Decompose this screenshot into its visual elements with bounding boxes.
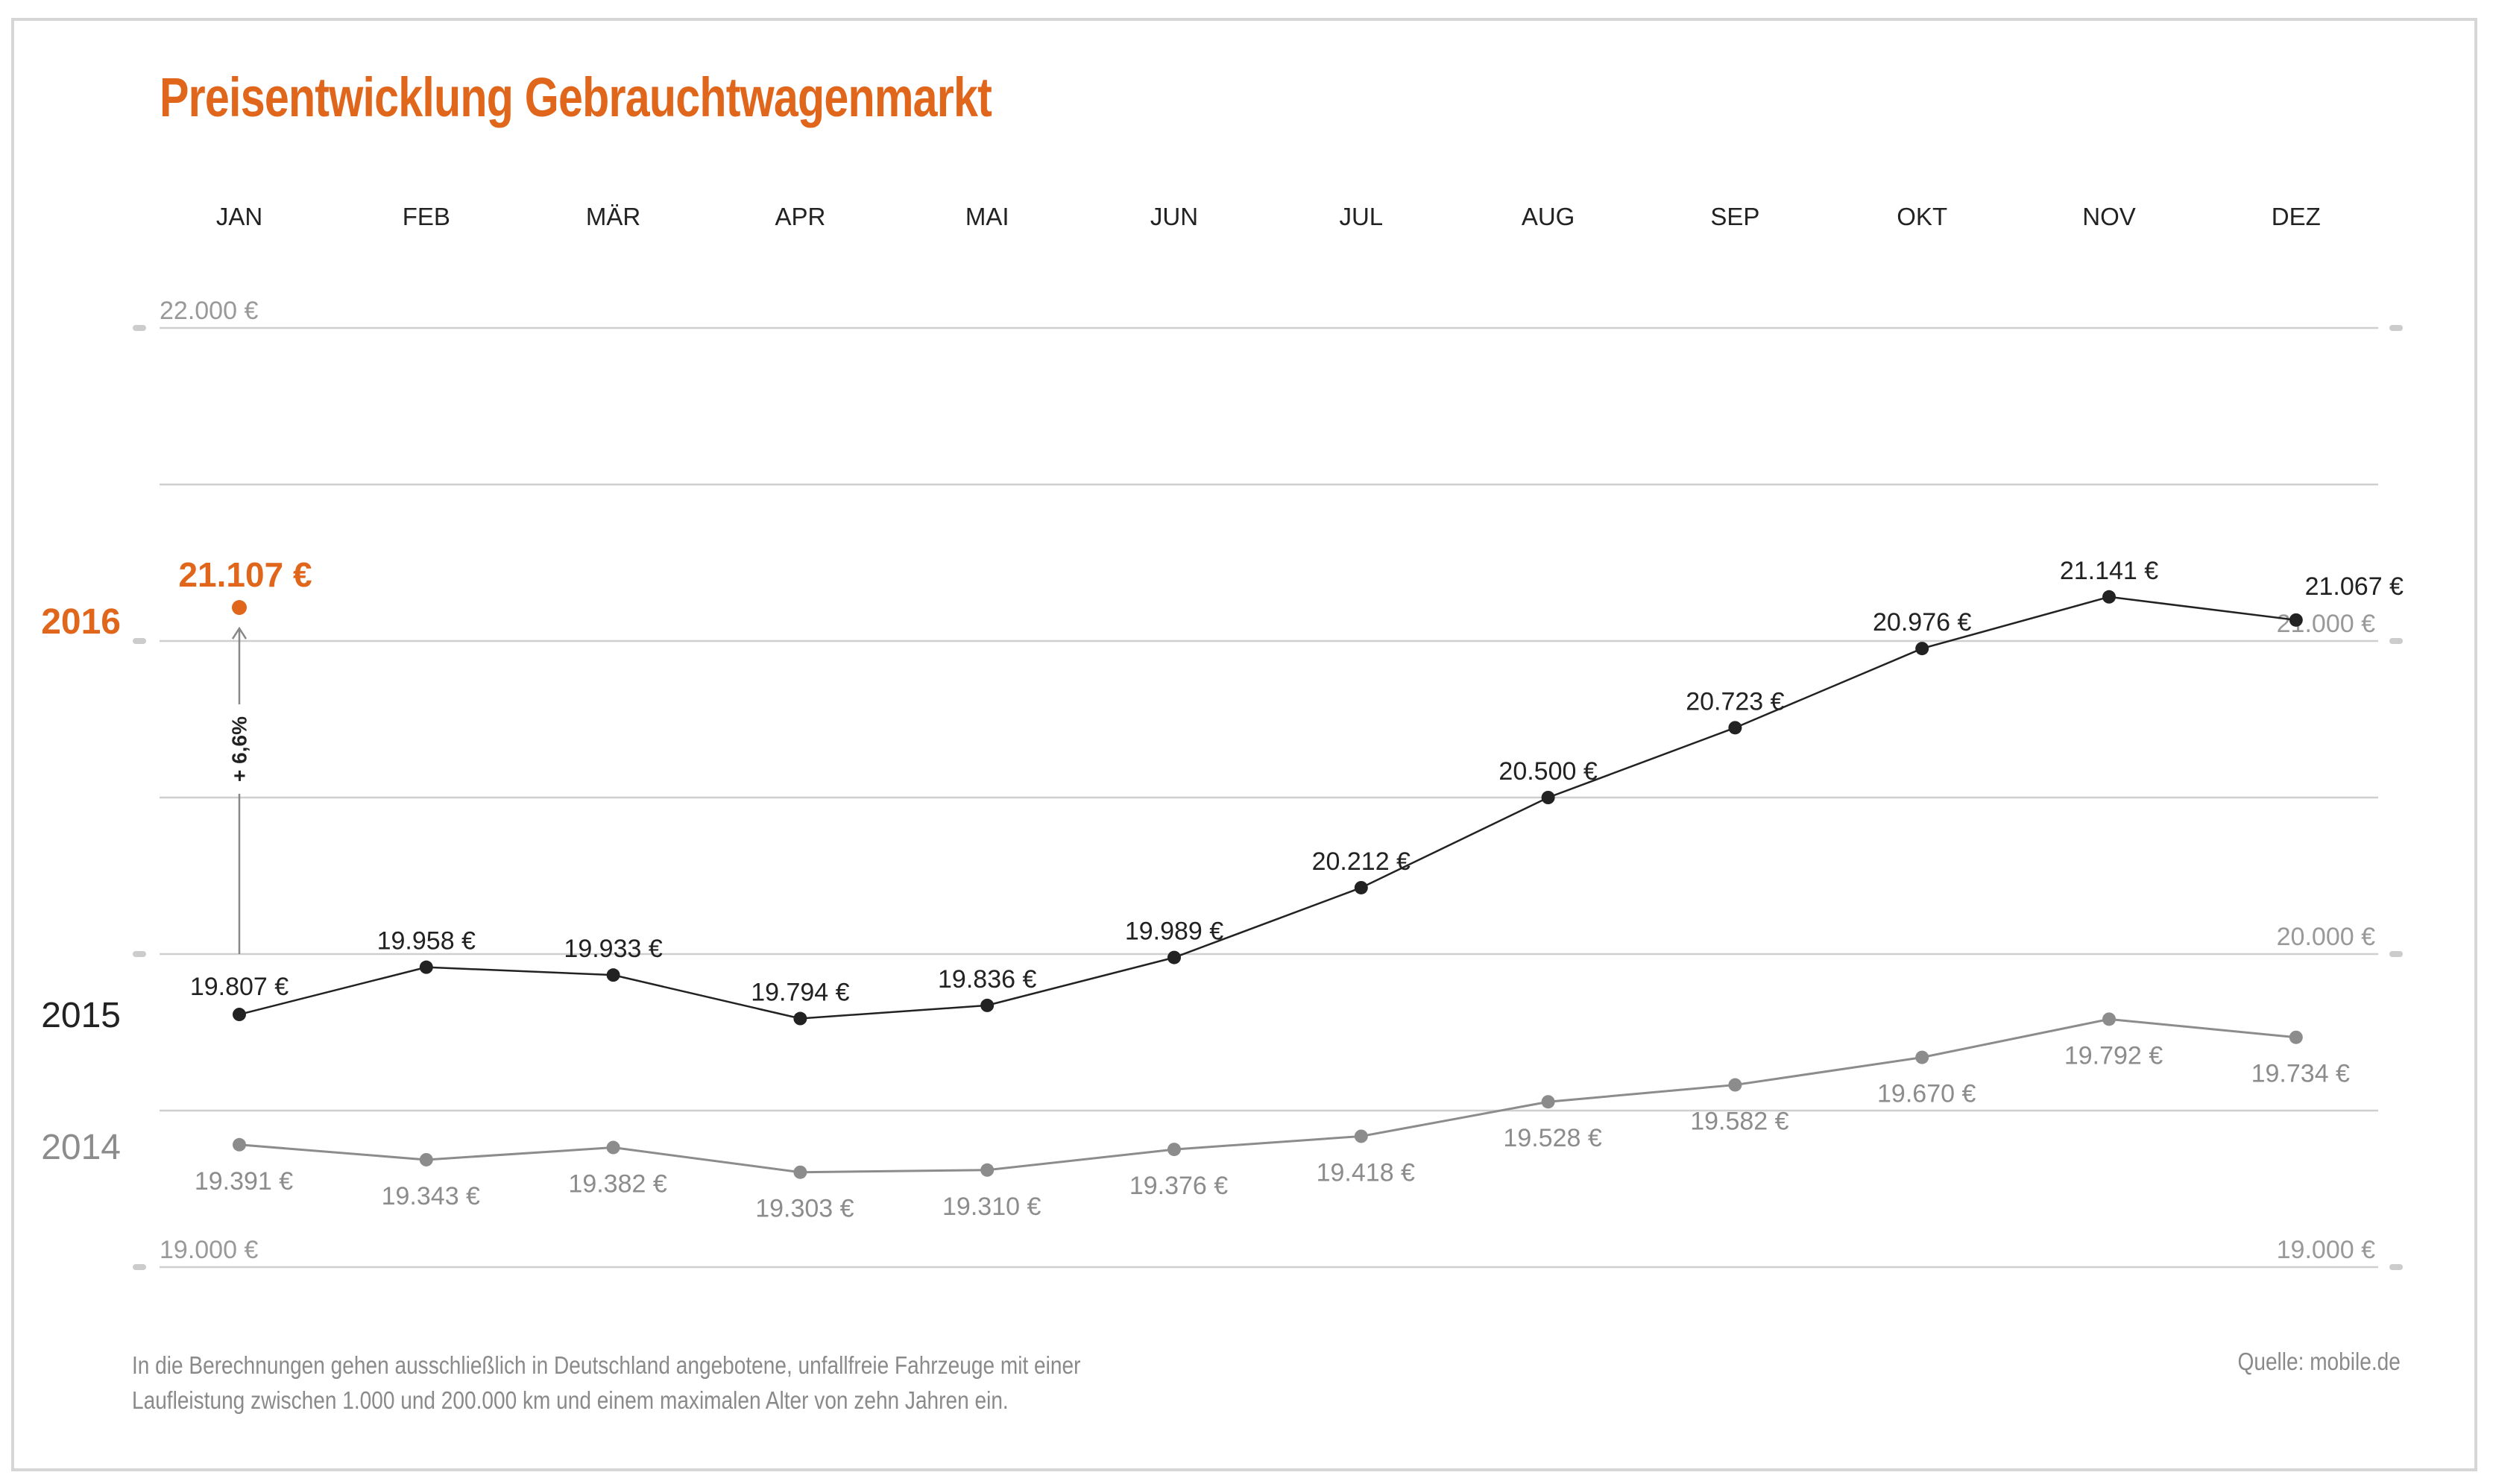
data-label-2014: 19.734 € <box>2251 1060 2350 1088</box>
x-tick-label: DEZ <box>2272 203 2321 230</box>
data-label-2015: 19.794 € <box>751 979 849 1007</box>
chart-frame <box>11 18 2477 1471</box>
data-label-2014: 19.303 € <box>755 1195 854 1223</box>
x-tick-label: FEB <box>403 203 450 230</box>
tick-mark-right <box>2389 325 2403 331</box>
tick-mark-right <box>2389 638 2403 644</box>
data-point-2014 <box>1541 1095 1555 1109</box>
data-point-2014 <box>2289 1030 2303 1044</box>
data-label-2014: 19.418 € <box>1317 1158 1415 1187</box>
y-tick-label: 19.000 € <box>160 1236 258 1264</box>
data-label-2014: 19.343 € <box>382 1182 480 1210</box>
x-tick-label: NOV <box>2082 203 2136 230</box>
data-label-2014: 19.582 € <box>1690 1108 1788 1136</box>
footnote-line-2: Laufleistung zwischen 1.000 und 200.000 … <box>132 1386 1009 1414</box>
footnote: In die Berechnungen gehen ausschließlich… <box>132 1348 1080 1418</box>
arrow-head-icon <box>231 626 248 640</box>
data-point-2015 <box>606 968 620 982</box>
data-point-2015 <box>1915 642 1929 656</box>
data-label-2016: 21.107 € <box>178 555 312 594</box>
series-label-2015: 2015 <box>41 996 121 1035</box>
series-line-2014 <box>239 1017 2296 1174</box>
y-tick-label: 22.000 € <box>160 297 258 325</box>
chart-title: Preisentwicklung Gebrauchtwagenmarkt <box>160 66 992 128</box>
x-tick-label: JUN <box>1150 203 1198 230</box>
data-label-2014: 19.376 € <box>1129 1172 1228 1200</box>
data-point-2014 <box>793 1165 807 1179</box>
data-point-2015 <box>793 1011 807 1026</box>
data-label-2014: 19.310 € <box>942 1193 1041 1221</box>
data-point-2015 <box>1167 950 1181 964</box>
data-point-2015 <box>980 998 995 1012</box>
data-point-2015 <box>1541 791 1555 804</box>
data-label-2014: 19.382 € <box>568 1170 666 1199</box>
data-point-2014 <box>1728 1078 1742 1092</box>
x-tick-label: OKT <box>1897 203 1947 230</box>
data-point-2014 <box>419 1152 433 1166</box>
series-label-2014: 2014 <box>41 1128 121 1167</box>
annotation-label: + 6,6% <box>228 716 251 782</box>
x-tick-label: JAN <box>216 203 262 230</box>
data-point-2014 <box>233 1137 246 1152</box>
data-point-2015 <box>2289 613 2303 627</box>
data-label-2014: 19.391 € <box>195 1167 293 1196</box>
x-tick-label: AUG <box>1522 203 1575 230</box>
tick-mark-left <box>133 325 146 331</box>
data-point-2014 <box>1915 1050 1929 1064</box>
data-label-2015: 20.500 € <box>1498 757 1597 786</box>
data-point-2014 <box>1354 1129 1368 1143</box>
data-point-2015 <box>233 1008 246 1022</box>
y-tick-label: 20.000 € <box>2277 923 2375 951</box>
data-label-2015: 19.807 € <box>190 973 289 1001</box>
data-label-2014: 19.528 € <box>1503 1124 1601 1152</box>
data-label-2015: 19.836 € <box>938 965 1036 994</box>
y-tick-label: 19.000 € <box>2277 1236 2375 1264</box>
x-tick-label: MAI <box>965 203 1009 230</box>
data-label-2014: 19.670 € <box>1877 1080 1976 1108</box>
data-label-2015: 20.723 € <box>1686 687 1784 716</box>
data-point-2014 <box>980 1163 995 1177</box>
data-point-2014 <box>1167 1143 1181 1157</box>
footnote-line-1: In die Berechnungen gehen ausschließlich… <box>132 1351 1081 1379</box>
tick-mark-left <box>133 638 146 644</box>
data-point-2015 <box>419 960 433 974</box>
annotation-label-bg <box>227 704 251 794</box>
data-label-2015: 21.141 € <box>2060 557 2158 585</box>
data-label-2014: 19.792 € <box>2064 1041 2163 1070</box>
data-point-2016 <box>232 600 247 616</box>
tick-mark-left <box>133 1264 146 1270</box>
data-point-2014 <box>2102 1012 2116 1026</box>
data-point-2015 <box>1354 880 1368 894</box>
source-note: Quelle: mobile.de <box>2237 1348 2401 1375</box>
x-tick-label: JUL <box>1339 203 1383 230</box>
data-point-2014 <box>606 1140 620 1155</box>
series-label-2016: 2016 <box>41 602 121 642</box>
data-point-2015 <box>2102 590 2116 604</box>
data-label-2015: 19.958 € <box>377 927 476 956</box>
data-label-2015: 21.067 € <box>2305 572 2404 601</box>
tick-mark-left <box>133 951 146 957</box>
x-tick-label: MÄR <box>586 203 640 230</box>
x-tick-label: APR <box>775 203 825 230</box>
data-label-2015: 20.976 € <box>1873 608 1971 637</box>
data-label-2015: 19.933 € <box>564 935 662 963</box>
tick-mark-right <box>2389 1264 2403 1270</box>
series-line-2015 <box>239 596 2296 1020</box>
tick-mark-right <box>2389 951 2403 957</box>
data-label-2015: 20.212 € <box>1312 847 1411 876</box>
x-tick-label: SEP <box>1710 203 1759 230</box>
data-label-2015: 19.989 € <box>1125 918 1223 946</box>
data-point-2015 <box>1728 721 1742 735</box>
